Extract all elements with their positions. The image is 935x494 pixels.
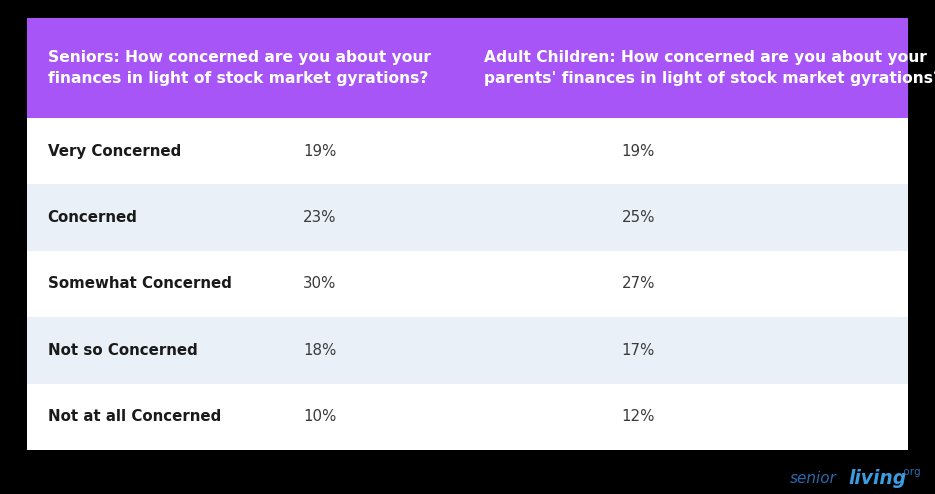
Text: .org: .org [901,467,922,477]
Text: 18%: 18% [303,343,337,358]
Text: 25%: 25% [622,210,655,225]
Text: 10%: 10% [303,410,337,424]
Bar [27,18,908,118]
Text: Adult Children: How concerned are you about your
parents' finances in light of s: Adult Children: How concerned are you ab… [484,50,935,85]
Text: living: living [849,468,907,488]
Bar [27,317,908,384]
Text: 19%: 19% [622,144,655,159]
Text: Somewhat Concerned: Somewhat Concerned [48,277,232,291]
Text: Not so Concerned: Not so Concerned [48,343,197,358]
Bar [27,118,908,184]
Bar [27,384,908,450]
Text: Seniors: How concerned are you about your
finances in light of stock market gyra: Seniors: How concerned are you about you… [48,50,431,85]
Text: 30%: 30% [303,277,337,291]
Text: Concerned: Concerned [48,210,137,225]
Bar [27,184,908,251]
Text: Very Concerned: Very Concerned [48,144,180,159]
Text: senior: senior [790,470,837,486]
Text: Not at all Concerned: Not at all Concerned [48,410,221,424]
Text: 19%: 19% [303,144,337,159]
Bar [27,251,908,317]
Text: 27%: 27% [622,277,655,291]
Text: 23%: 23% [303,210,337,225]
Text: 17%: 17% [622,343,655,358]
Text: 12%: 12% [622,410,655,424]
